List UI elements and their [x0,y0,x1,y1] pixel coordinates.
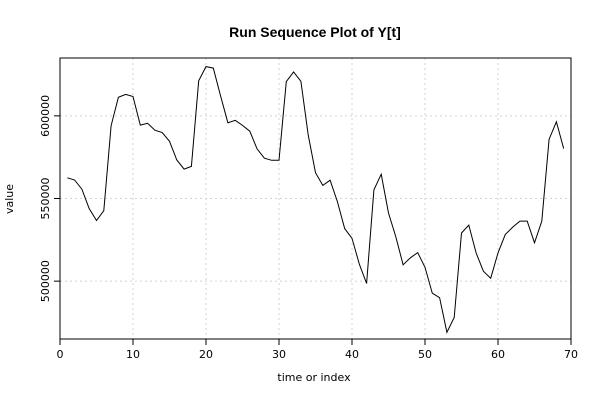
y-tick-label: 500000 [39,260,52,302]
x-tick-label: 60 [491,348,505,361]
x-tick-label: 0 [57,348,64,361]
x-tick-label: 10 [126,348,140,361]
x-tick-label: 70 [564,348,578,361]
x-axis: 0 10 20 30 40 50 60 70 [57,339,578,361]
y-tick-label: 600000 [39,95,52,137]
x-tick-label: 50 [418,348,432,361]
x-tick-label: 20 [199,348,213,361]
chart-title: Run Sequence Plot of Y[t] [229,24,401,40]
grid [59,58,572,339]
x-tick-label: 40 [345,348,359,361]
x-tick-label: 30 [272,348,286,361]
series-line [67,66,565,334]
y-axis: 500000 550000 600000 [39,95,60,302]
y-axis-label: value [3,184,16,214]
x-axis-label: time or index [277,371,351,384]
y-tick-label: 550000 [39,178,52,220]
